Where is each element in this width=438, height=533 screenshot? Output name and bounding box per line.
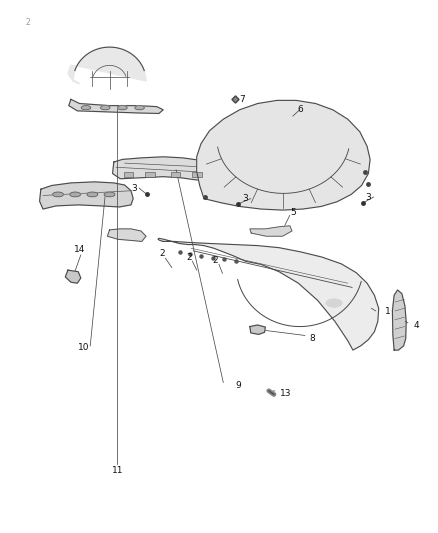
Polygon shape [392, 290, 406, 350]
Text: 13: 13 [280, 390, 291, 399]
Ellipse shape [53, 192, 64, 197]
Ellipse shape [81, 106, 91, 110]
Polygon shape [68, 47, 146, 84]
Polygon shape [250, 325, 265, 334]
Polygon shape [250, 226, 292, 236]
Text: 3: 3 [365, 192, 371, 201]
Ellipse shape [118, 106, 127, 110]
Polygon shape [158, 238, 379, 350]
Text: 2: 2 [186, 253, 192, 262]
Text: 11: 11 [112, 466, 123, 475]
Text: 2: 2 [25, 18, 30, 27]
Text: 2: 2 [159, 249, 165, 259]
FancyBboxPatch shape [192, 172, 202, 177]
Ellipse shape [70, 192, 81, 197]
Text: 8: 8 [310, 334, 315, 343]
Text: 14: 14 [74, 245, 85, 254]
Ellipse shape [104, 192, 115, 197]
Polygon shape [69, 99, 163, 114]
FancyBboxPatch shape [171, 172, 180, 177]
Polygon shape [65, 270, 81, 283]
Ellipse shape [87, 192, 98, 197]
FancyBboxPatch shape [124, 172, 133, 177]
Polygon shape [39, 182, 133, 209]
Text: 7: 7 [239, 95, 245, 104]
Text: 6: 6 [298, 106, 304, 114]
Ellipse shape [101, 106, 110, 110]
Text: 4: 4 [413, 320, 419, 329]
Polygon shape [107, 229, 146, 241]
Text: 1: 1 [385, 308, 391, 317]
Text: 3: 3 [131, 184, 137, 192]
Text: 9: 9 [236, 381, 241, 390]
Text: 10: 10 [78, 343, 89, 352]
Ellipse shape [326, 299, 342, 307]
Polygon shape [197, 100, 370, 210]
Ellipse shape [135, 106, 144, 110]
Text: 2: 2 [213, 256, 219, 265]
FancyBboxPatch shape [145, 172, 155, 177]
Text: 3: 3 [243, 194, 248, 203]
Polygon shape [113, 157, 215, 181]
Text: 5: 5 [290, 208, 296, 217]
